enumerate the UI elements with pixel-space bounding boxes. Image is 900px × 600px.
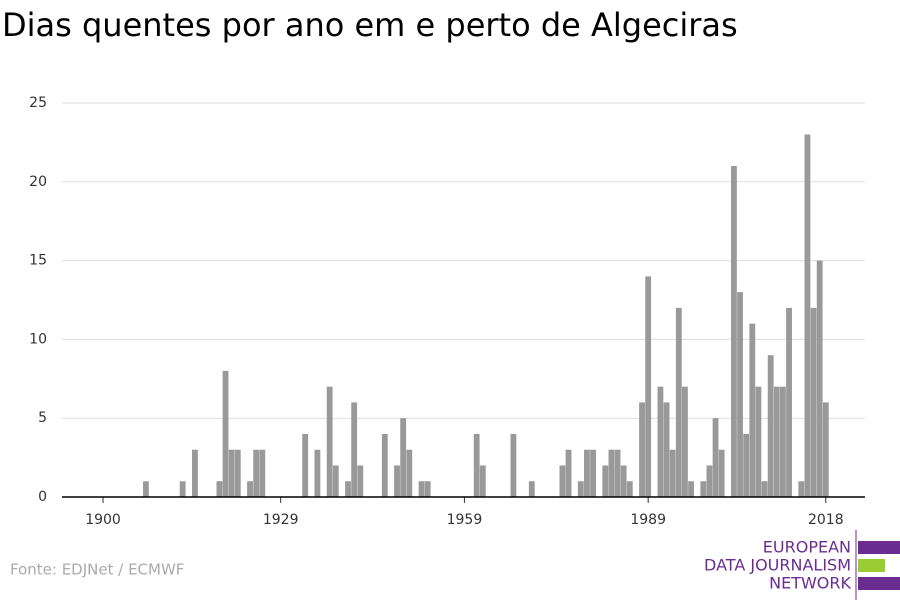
bar [400, 418, 407, 497]
bar [773, 386, 780, 497]
bar [731, 166, 737, 498]
bar [639, 402, 645, 497]
x-tick-label: 1989 [630, 512, 666, 528]
bar [675, 307, 682, 497]
bar [804, 134, 811, 497]
logo-bar [858, 577, 900, 590]
bar [669, 449, 676, 497]
bar [761, 481, 768, 497]
bar [602, 465, 609, 497]
bar [688, 481, 694, 497]
bar [663, 402, 670, 497]
bar [700, 481, 707, 497]
y-tick-label: 15 [29, 253, 47, 269]
bar [247, 481, 253, 497]
y-tick-label: 5 [38, 410, 47, 426]
y-tick-label: 10 [29, 331, 47, 347]
bar [682, 386, 688, 497]
bar [559, 465, 566, 497]
bar [479, 465, 486, 497]
bar [332, 465, 339, 497]
source: Fonte: EDJNet / ECMWF [10, 561, 184, 579]
logo-text: DATA JOURNALISM [704, 556, 851, 575]
bar [326, 386, 333, 497]
bar [192, 449, 198, 497]
bar [418, 481, 425, 497]
bar [577, 481, 584, 497]
bar [234, 449, 241, 497]
bar [528, 481, 535, 497]
bar [755, 386, 762, 497]
bar [381, 433, 388, 497]
bar [822, 402, 829, 497]
bar [510, 433, 517, 497]
y-tick-label: 25 [29, 95, 47, 111]
bar [712, 418, 719, 497]
logo-bar [858, 559, 885, 572]
logo-text: EUROPEAN [763, 538, 851, 557]
x-tick-label: 1900 [85, 512, 121, 528]
bar [179, 481, 186, 497]
bar [222, 370, 229, 497]
bar [143, 481, 149, 497]
bar [345, 481, 351, 497]
bar [706, 465, 713, 497]
bar [626, 481, 633, 497]
bar [584, 449, 590, 497]
x-tick-label: 2018 [808, 512, 844, 528]
chart-title: Dias quentes por ano em e perto de Algec… [2, 6, 738, 44]
bar [406, 449, 413, 497]
y-tick-label: 20 [29, 174, 47, 190]
logo-text: NETWORK [769, 574, 851, 593]
bar [810, 307, 817, 497]
y-tick-label: 0 [38, 489, 47, 505]
x-tick-label: 1929 [263, 512, 299, 528]
bar [357, 465, 364, 497]
bar [614, 449, 621, 497]
bar [228, 449, 235, 497]
bar [718, 449, 725, 497]
bar [737, 292, 743, 497]
bar [786, 307, 792, 497]
bar [749, 323, 756, 497]
bar [473, 433, 480, 497]
bar [608, 449, 615, 497]
bar [780, 386, 786, 497]
bar [620, 465, 627, 497]
bar [259, 449, 266, 497]
logo-bar [858, 541, 900, 554]
x-tick-label: 1959 [447, 512, 483, 528]
bar [816, 260, 823, 497]
bar [565, 449, 572, 497]
bar [253, 449, 260, 497]
bar [645, 276, 652, 497]
bar [798, 481, 805, 497]
bar [302, 433, 309, 497]
bar [590, 449, 596, 497]
bar [216, 481, 223, 497]
bar [767, 355, 774, 497]
bar [314, 449, 321, 497]
bar [743, 433, 750, 497]
bar [657, 386, 664, 497]
bar [424, 481, 431, 497]
bar [351, 402, 358, 497]
bar [394, 465, 400, 497]
